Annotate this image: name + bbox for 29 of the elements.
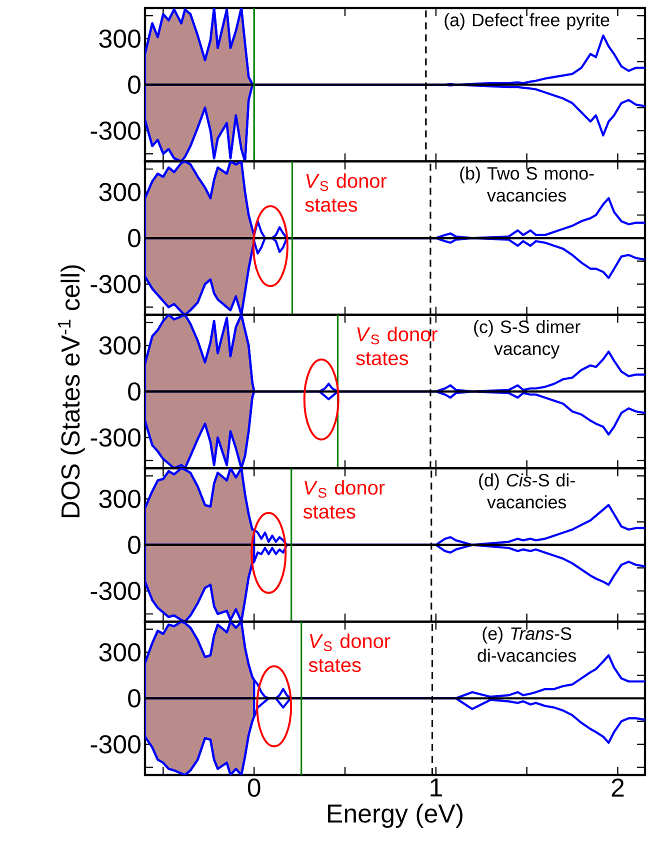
x-tick-label: 1 [430, 778, 442, 796]
annotation: V$_{S}$ donor states [308, 633, 390, 672]
y-tick-label: 300 [99, 29, 140, 48]
x-axis-title: Energy (eV) [328, 804, 462, 828]
y-tick-label: 300 [99, 490, 140, 508]
x-tick-label: 2 [612, 778, 624, 797]
y-axis-title: DOS (States eV$^{-1}$ cell) [58, 265, 85, 518]
annotation: (d) Cis-S di-vacancies [479, 473, 575, 508]
y-tick-label: -300 [90, 428, 140, 447]
annotation: (c) S-S dimer vacancy [474, 320, 580, 359]
y-tick-label: 0 [128, 536, 140, 554]
annotation: (a) Defect free pyrite [444, 13, 610, 30]
annotation: V$_{S}$ donor states [305, 173, 387, 212]
y-tick-label: 0 [128, 76, 140, 94]
annotation: (b) Two S mono-vacancies [460, 166, 594, 202]
annotation: V$_{S}$ donor states [356, 326, 438, 366]
y-tick-label: -300 [90, 582, 140, 600]
y-tick-label: 0 [128, 689, 140, 708]
y-tick-label: 300 [99, 336, 140, 355]
y-tick-label: -300 [90, 122, 140, 140]
y-tick-label: 300 [99, 182, 140, 202]
annotation: (e) Trans-S di-vacancies [478, 626, 576, 662]
y-tick-label: 0 [128, 382, 140, 401]
y-tick-label: -300 [90, 274, 140, 294]
x-tick-label: 0 [248, 778, 260, 797]
annotation: V$_{S}$ donor states [303, 480, 385, 519]
y-tick-label: 300 [99, 643, 140, 662]
y-tick-label: 0 [128, 228, 140, 248]
y-tick-label: -300 [90, 735, 140, 754]
